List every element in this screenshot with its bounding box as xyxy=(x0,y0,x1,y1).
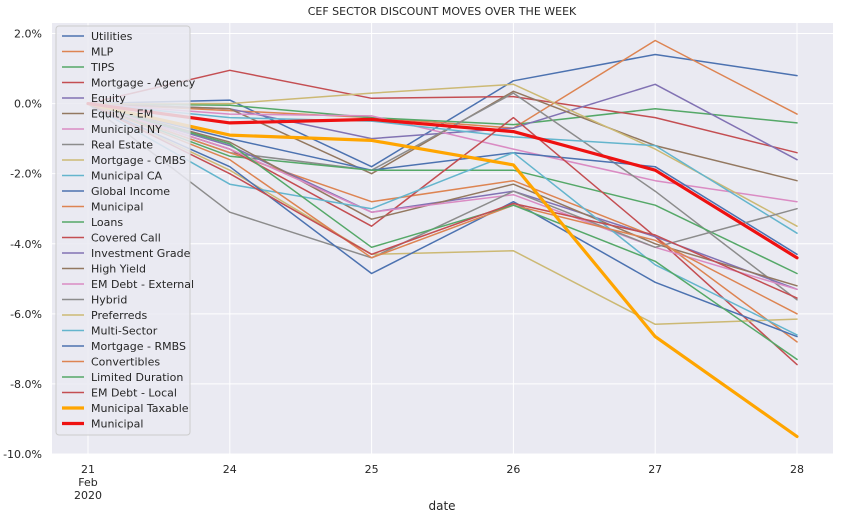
series-line xyxy=(87,102,798,256)
series-line xyxy=(87,102,798,338)
x-axis-label: date xyxy=(428,499,455,513)
series-line xyxy=(87,53,798,168)
legend-entry: Mortgage - RMBS xyxy=(91,340,186,353)
series-line xyxy=(87,102,798,315)
legend-entry: Hybrid xyxy=(91,294,127,307)
legend-entry: High Yield xyxy=(91,263,146,276)
legend-entry: Multi-Sector xyxy=(91,325,158,338)
legend-box xyxy=(55,25,191,436)
legend-entry: Limited Duration xyxy=(91,371,183,384)
chart-title: CEF SECTOR DISCOUNT MOVES OVER THE WEEK xyxy=(308,5,577,18)
series-line xyxy=(87,102,798,291)
series-line xyxy=(87,102,798,234)
legend-entry: Preferreds xyxy=(91,309,147,322)
series-line xyxy=(87,102,798,326)
legend-entry: EM Debt - Local xyxy=(91,387,177,400)
y-tick-label: -6.0% xyxy=(10,308,42,321)
y-tick-label: 2.0% xyxy=(14,28,42,41)
legend-entry: Global Income xyxy=(91,185,170,198)
legend-entry: Loans xyxy=(91,216,123,229)
series-line xyxy=(87,39,798,129)
series-line xyxy=(87,102,798,287)
y-tick-labels: -10.0% -8.0% -6.0% -4.0% -2.0% 0.0% 2.0% xyxy=(3,28,42,461)
y-tick-label: -2.0% xyxy=(10,168,42,181)
legend-entry: Municipal xyxy=(91,418,143,431)
x-tick-label: 25 xyxy=(365,463,379,476)
series-line xyxy=(86,101,799,260)
series-line xyxy=(87,102,798,275)
legend-entry: Utilities xyxy=(91,30,133,43)
legend: Utilities MLP TIPS Mortgage - Agency Equity E… xyxy=(55,25,196,436)
series-line xyxy=(87,102,798,336)
legend-entry: Real Estate xyxy=(91,139,153,152)
series-line xyxy=(87,102,798,259)
y-tick-label: -8.0% xyxy=(10,378,42,391)
series-line xyxy=(87,102,798,126)
legend-entry: MLP xyxy=(91,46,114,59)
legend-entry: TIPS xyxy=(90,61,115,74)
legend-entry: Equity - EM xyxy=(91,108,153,121)
y-tick-label: 0.0% xyxy=(14,98,42,111)
legend-entry: Municipal Taxable xyxy=(91,402,189,415)
x-tick-label: 26 xyxy=(506,463,520,476)
legend-entry: Mortgage - CMBS xyxy=(91,154,186,167)
legend-entry: Investment Grade xyxy=(91,247,191,260)
legend-entry: Covered Call xyxy=(91,232,161,245)
series-line xyxy=(87,102,798,299)
x-tick-label: 24 xyxy=(223,463,237,476)
series-line xyxy=(87,102,798,361)
y-tick-label: -4.0% xyxy=(10,238,42,251)
legend-entry: Mortgage - Agency xyxy=(91,77,196,90)
x-tick-label: 21 Feb 2020 xyxy=(74,463,102,502)
series-lines xyxy=(86,39,799,439)
legend-entry: Convertibles xyxy=(91,356,160,369)
legend-entry: EM Debt - External xyxy=(91,278,194,291)
series-line xyxy=(87,83,798,227)
x-tick-label: 28 xyxy=(790,463,804,476)
legend-entry: Municipal CA xyxy=(91,170,163,183)
legend-entry: Equity xyxy=(91,92,126,105)
legend-entry: Municipal xyxy=(91,201,143,214)
x-tick-labels: 21 Feb 2020 24 25 26 27 28 xyxy=(74,463,804,502)
series-line xyxy=(87,69,798,154)
legend-entry: Municipal NY xyxy=(91,123,162,136)
series-line xyxy=(86,101,799,439)
y-tick-label: -10.0% xyxy=(3,448,42,461)
x-tick-label: 27 xyxy=(648,463,662,476)
